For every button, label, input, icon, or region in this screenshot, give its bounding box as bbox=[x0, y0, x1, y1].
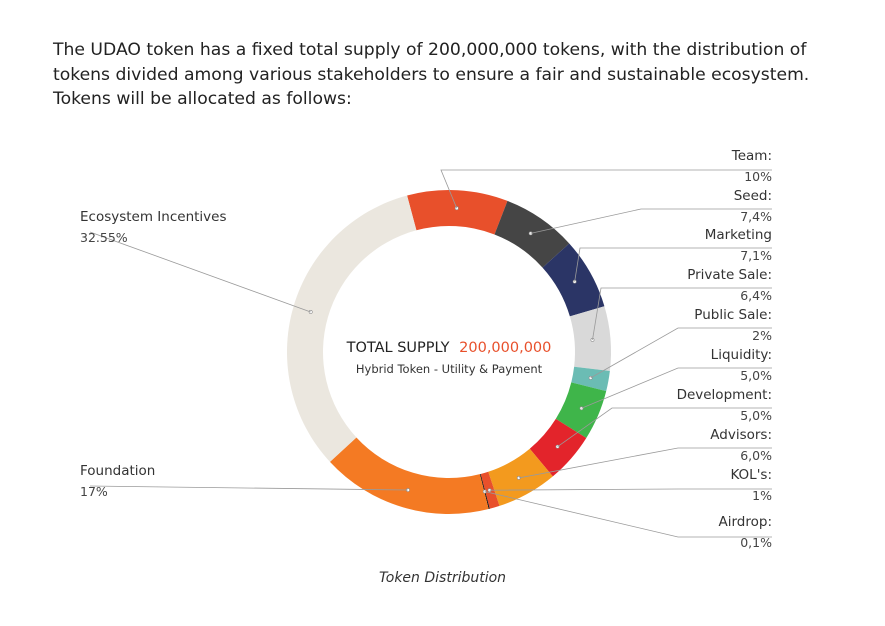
slice-name-label: Airdrop: bbox=[719, 514, 773, 530]
center-title: TOTAL SUPPLY 200,000,000 bbox=[346, 340, 552, 356]
intro-text: The UDAO token has a fixed total supply … bbox=[53, 38, 853, 112]
leader-line bbox=[484, 491, 772, 538]
center-subtitle: Hybrid Token - Utility & Payment bbox=[356, 362, 543, 376]
slice-value-label: 2% bbox=[752, 328, 772, 343]
slice-value-label: 7,4% bbox=[740, 209, 772, 224]
leader-line bbox=[89, 231, 311, 313]
slice-name-label: Foundation bbox=[80, 463, 155, 479]
slice-name-label: Development: bbox=[677, 387, 772, 403]
slice-name-label: Private Sale: bbox=[687, 267, 772, 283]
slice-value-label: 7,1% bbox=[740, 248, 772, 263]
slice-value-label: 6,0% bbox=[740, 448, 772, 463]
donut-slice bbox=[407, 190, 508, 235]
donut-slice bbox=[569, 306, 611, 372]
leader-line bbox=[530, 208, 772, 234]
slice-value-label: 5,0% bbox=[740, 408, 772, 423]
center-title-value: 200,000,000 bbox=[459, 340, 551, 356]
intro-line: The UDAO token has a fixed total supply … bbox=[53, 40, 807, 60]
leader-line bbox=[590, 327, 772, 379]
slice-value-label: 5,0% bbox=[740, 368, 772, 383]
slice-value-label: 0,1% bbox=[740, 535, 772, 550]
center-title-prefix: TOTAL SUPPLY bbox=[346, 340, 450, 356]
donut-slice bbox=[287, 195, 417, 462]
donut-slice bbox=[329, 437, 489, 515]
donut-slice bbox=[542, 243, 605, 317]
intro-line: tokens divided among various stakeholder… bbox=[53, 64, 810, 85]
leader-line bbox=[592, 287, 772, 340]
slice-name-label: Liquidity: bbox=[711, 347, 772, 363]
slice-labels: Team: 10% Seed: 7,4% Marketing 7,1% Private Sa… bbox=[80, 148, 772, 550]
leader-line bbox=[518, 447, 772, 479]
slice-name-label: Seed: bbox=[734, 188, 772, 204]
leader-line bbox=[581, 367, 772, 409]
leader-line bbox=[440, 169, 772, 209]
leader-line bbox=[557, 407, 772, 447]
slice-value-label: 6,4% bbox=[740, 288, 772, 303]
intro-line: Tokens will be allocated as follows: bbox=[53, 89, 352, 109]
leader-line bbox=[89, 485, 408, 491]
slice-name-label: Marketing bbox=[705, 227, 772, 243]
leader-line bbox=[574, 247, 772, 282]
slice-value-label: 17% bbox=[80, 484, 108, 499]
slice-value-label: 32.55% bbox=[80, 230, 128, 245]
slice-name-label: KOL's: bbox=[730, 467, 772, 483]
slice-name-label: Advisors: bbox=[710, 427, 772, 443]
slice-name-label: Ecosystem Incentives bbox=[80, 209, 227, 225]
donut-center: TOTAL SUPPLY 200,000,000 Hybrid Token - … bbox=[346, 340, 552, 376]
donut-slice bbox=[555, 382, 607, 438]
chart-caption: Token Distribution bbox=[378, 570, 507, 586]
slice-value-label: 1% bbox=[752, 488, 772, 503]
slice-value-label: 10% bbox=[744, 169, 772, 184]
slice-name-label: Team: bbox=[731, 148, 772, 164]
leader-lines bbox=[89, 169, 772, 538]
leader-line bbox=[489, 488, 772, 491]
slice-name-label: Public Sale: bbox=[694, 307, 772, 323]
